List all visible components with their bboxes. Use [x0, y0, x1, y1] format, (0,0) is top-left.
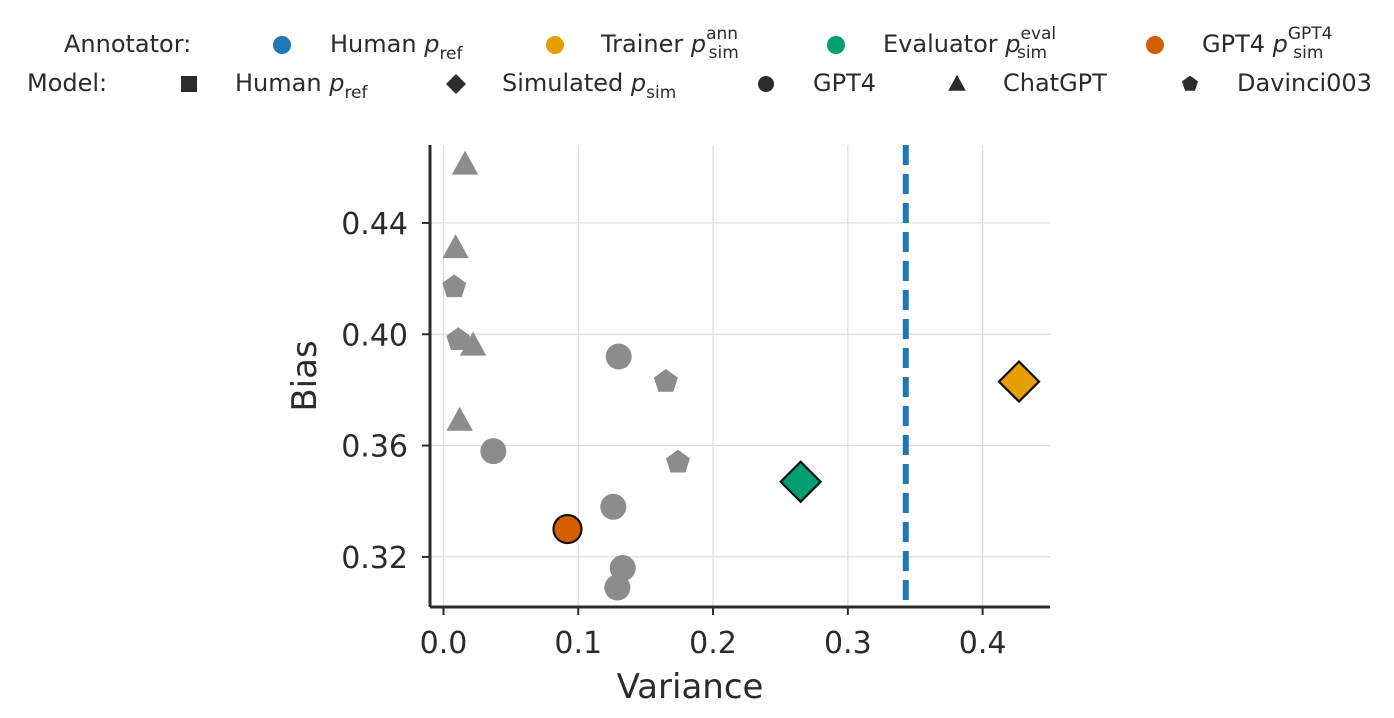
- legend-annotator-swatch-evaluator: [827, 36, 845, 54]
- x-tick-label-4: 0.4: [959, 626, 1007, 661]
- point-davinci003-pentagon-1-3: [666, 449, 690, 473]
- legend-model-swatch-triangle: [948, 74, 966, 91]
- legend-model-label-chatgpt: ChatGPT: [1003, 69, 1107, 97]
- legend-model-label-davinci003: Davinci003: [1237, 69, 1372, 97]
- legend: Annotator: Human pref Trainer pann sim Evalu…: [27, 24, 1372, 103]
- point-davinci003-pentagon-1-0: [442, 274, 467, 298]
- y-tick-label-3: 0.44: [341, 207, 408, 242]
- x-tick-label-0: 0.0: [420, 626, 468, 661]
- point-simulated-diamond-4-0: [997, 360, 1041, 404]
- point-simulated-diamond-3-0: [779, 460, 823, 504]
- legend-annotator-title: Annotator:: [64, 30, 191, 58]
- legend-model-swatch-circle: [758, 76, 774, 92]
- point-gpt4-circle-2-2: [600, 493, 627, 520]
- legend-annotator-label-evaluator: Evaluator peval sim: [883, 24, 1056, 63]
- x-tick-label-3: 0.3: [824, 626, 872, 661]
- point-chatgpt-triangle-0-3: [446, 406, 473, 431]
- x-tick-label-1: 0.1: [554, 626, 602, 661]
- y-axis-label: Bias: [285, 340, 325, 411]
- legend-model-label-simulated: Simulated psim: [502, 69, 676, 103]
- point-gpt4-circle-2-1: [480, 438, 507, 465]
- tick-labels: 0.0 0.1 0.2 0.3 0.4 0.32 0.36 0.40 0.44: [341, 207, 1006, 661]
- axes: [428, 145, 1050, 609]
- legend-model-title: Model:: [27, 69, 107, 97]
- x-tick-label-2: 0.2: [689, 626, 737, 661]
- legend-annotator-swatch-trainer: [546, 36, 564, 54]
- point-gpt4-circle-5-0: [552, 513, 583, 545]
- y-tick-label-0: 0.32: [341, 541, 408, 576]
- legend-annotator-swatch-human: [273, 36, 291, 54]
- point-gpt4-circle-2-4: [604, 574, 631, 601]
- legend-annotator-label-gpt4: GPT4 pGPT4 sim: [1202, 24, 1333, 63]
- point-davinci003-pentagon-1-2: [653, 368, 678, 392]
- point-chatgpt-triangle-0-1: [442, 234, 469, 259]
- grid: [430, 145, 1050, 607]
- point-davinci003-pentagon-1-1: [446, 327, 471, 351]
- legend-model-swatch-square: [181, 76, 197, 92]
- y-tick-label-1: 0.36: [341, 430, 408, 465]
- legend-model-swatch-pentagon: [1182, 75, 1198, 91]
- legend-model-label-human: Human pref: [235, 69, 369, 103]
- axis-labels: Variance Bias: [285, 340, 763, 707]
- point-chatgpt-triangle-0-0: [451, 150, 479, 175]
- point-gpt4-circle-2-3: [609, 555, 636, 582]
- legend-annotator-label-trainer: Trainer pann sim: [600, 24, 739, 63]
- legend-model-label-gpt4: GPT4: [813, 69, 876, 97]
- point-chatgpt-triangle-0-2: [459, 331, 487, 356]
- legend-annotator-swatch-gpt4: [1146, 36, 1164, 54]
- x-axis-label: Variance: [617, 667, 764, 707]
- legend-model-swatch-diamond: [446, 74, 466, 94]
- legend-annotator-label-human: Human pref: [330, 30, 464, 64]
- data-points: [442, 150, 1041, 601]
- point-gpt4-circle-2-0: [605, 343, 632, 370]
- y-tick-label-2: 0.40: [341, 318, 408, 353]
